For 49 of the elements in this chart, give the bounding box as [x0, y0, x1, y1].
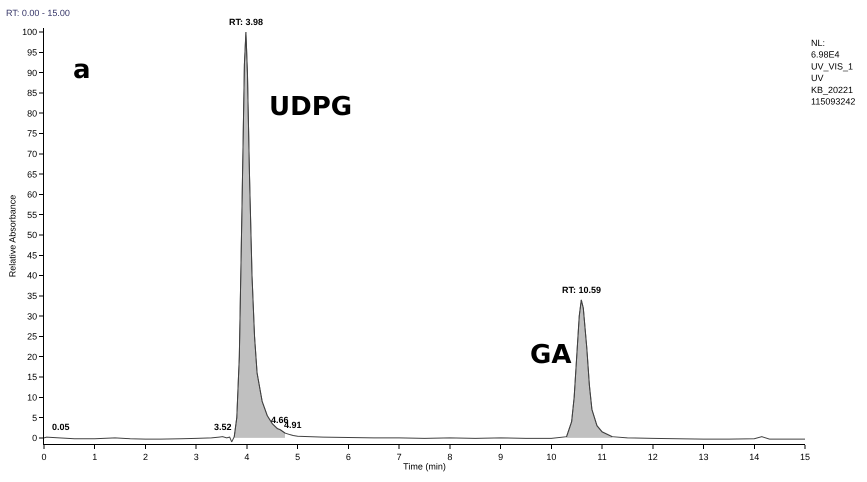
x-tick-label: 13: [698, 452, 709, 462]
x-tick-label: 3: [194, 452, 199, 462]
y-tick-label: 80: [27, 108, 38, 118]
y-tick-label: 60: [27, 190, 38, 200]
y-tick-label: 50: [27, 230, 38, 240]
y-tick-label: 0: [32, 433, 38, 444]
x-tick-label: 5: [295, 452, 300, 462]
text: RT: 0.00 - 15.00: [6, 8, 70, 18]
y-tick-label: 30: [27, 311, 38, 322]
annotation: RT: 10.59: [562, 285, 602, 295]
x-tick-label: 10: [546, 452, 556, 462]
x-tick-label: 14: [749, 452, 760, 462]
y-tick-label: 100: [22, 27, 38, 38]
x-tick-label: 7: [396, 452, 402, 462]
y-tick-label: 35: [27, 291, 38, 302]
y-tick-label: 40: [27, 270, 38, 281]
annotation: RT: 3.98: [229, 17, 264, 27]
annotation: 0.05: [52, 422, 70, 432]
y-tick-label: 55: [27, 210, 38, 220]
y-tick-label: 75: [27, 128, 38, 139]
y-tick-label: 20: [27, 352, 38, 362]
annotation: 3.52: [214, 422, 232, 432]
line-series: [44, 32, 805, 442]
y-tick-label: 70: [27, 148, 38, 159]
y-tick-label: 95: [27, 48, 38, 58]
y-tick-label: 90: [27, 68, 38, 78]
x-tick-label: 0: [41, 452, 47, 462]
x-tick-label: 11: [597, 452, 607, 462]
y-tick-label: 5: [32, 412, 38, 423]
y-tick-label: 85: [27, 88, 38, 98]
x-tick-label: 8: [447, 452, 452, 462]
text: NL: 6.98E4 UV_VIS_1 UV KB_20221 115093242: [811, 38, 856, 106]
x-tick-label: 9: [498, 452, 504, 462]
annotation: UDPG: [269, 92, 352, 122]
annotation: GA: [530, 340, 572, 370]
x-tick-label: 15: [800, 452, 810, 462]
y-tick-label: 45: [27, 250, 38, 260]
y-tick-label: 65: [27, 169, 38, 180]
x-tick-label: 4: [244, 452, 250, 462]
y-tick-label: 10: [27, 392, 38, 402]
y-axis-title: Relative Absorbance: [8, 194, 18, 278]
annotation: a: [73, 55, 91, 85]
x-tick-label: 6: [346, 452, 351, 462]
x-tick-label: 12: [648, 452, 658, 462]
y-tick-label: 25: [27, 332, 38, 342]
x-axis-title: Time (min): [403, 462, 446, 472]
x-tick-label: 2: [142, 452, 148, 462]
y-tick-label: 15: [27, 372, 38, 382]
x-tick-label: 1: [92, 452, 98, 462]
